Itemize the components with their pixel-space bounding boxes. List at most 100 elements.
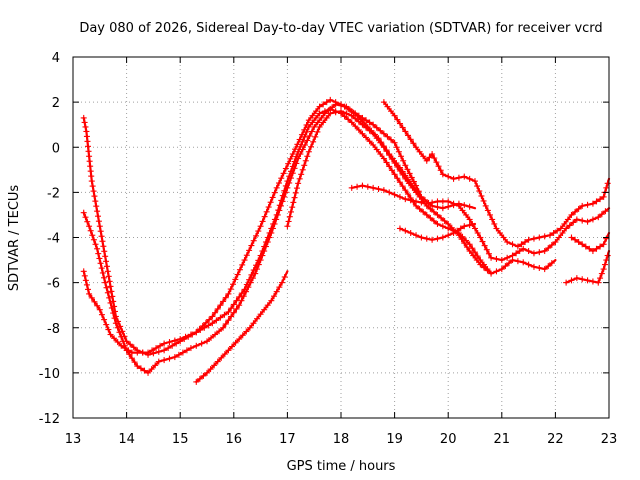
data-point (359, 182, 366, 189)
data-point (398, 153, 405, 160)
data-point (305, 117, 312, 124)
data-point (600, 266, 607, 273)
data-point (292, 146, 299, 153)
data-point (493, 268, 500, 275)
data-point (530, 235, 537, 242)
data-point (597, 275, 604, 282)
data-point (573, 216, 580, 223)
data-point (82, 123, 89, 130)
data-point (131, 359, 138, 366)
data-point (88, 294, 95, 301)
data-point (221, 351, 228, 358)
data-point (97, 228, 104, 235)
data-point (96, 306, 103, 313)
data-point (584, 218, 591, 225)
data-point (388, 108, 395, 115)
data-point (161, 340, 168, 347)
data-point (466, 248, 473, 255)
data-point (338, 102, 344, 109)
data-point (557, 225, 564, 232)
data-point (445, 220, 452, 227)
data-point (407, 197, 414, 204)
data-point (293, 153, 300, 160)
chart-title: Day 080 of 2026, Sidereal Day-to-day VTE… (79, 21, 602, 36)
data-point (366, 138, 373, 145)
data-point (318, 114, 325, 121)
data-point (228, 305, 235, 312)
y-tick-label: -4 (47, 232, 60, 247)
data-point (480, 264, 487, 271)
series-line (195, 270, 289, 383)
data-point (477, 261, 484, 268)
data-point (572, 208, 579, 215)
data-point (434, 235, 441, 242)
data-point (554, 227, 561, 234)
data-point (312, 133, 319, 140)
x-tick-label: 23 (601, 432, 618, 447)
data-point (255, 257, 262, 264)
data-point (99, 269, 106, 276)
data-point (429, 151, 436, 158)
data-point (394, 175, 401, 182)
data-point (434, 220, 441, 227)
data-point (253, 232, 260, 239)
data-point (386, 152, 393, 159)
data-point (82, 214, 89, 221)
data-point (257, 252, 264, 259)
data-point (348, 119, 355, 126)
data-point (150, 350, 157, 357)
series-track-1 (80, 96, 423, 358)
data-point (431, 155, 438, 162)
data-point (384, 103, 391, 110)
data-point (402, 187, 409, 194)
data-point (423, 157, 430, 164)
data-point (394, 163, 401, 170)
data-point (217, 314, 224, 321)
data-point (568, 211, 575, 218)
data-point (280, 170, 287, 177)
data-point (284, 178, 291, 185)
data-point (220, 324, 227, 331)
data-point (589, 248, 596, 255)
data-point (96, 223, 103, 230)
data-point (393, 144, 400, 151)
data-point (310, 138, 317, 145)
y-tick-label: -6 (47, 277, 60, 292)
data-point (293, 185, 300, 192)
axis-ticks: 13 14 15 16 17 18 19 20 21 22 23 -12 -10 -8 -6 -4 -2 0 2 4 (39, 51, 618, 447)
data-point (290, 199, 297, 206)
data-point (394, 116, 401, 123)
data-point (296, 175, 303, 182)
data-point (106, 294, 113, 301)
data-point (552, 239, 559, 246)
data-point (233, 305, 240, 312)
data-point (466, 241, 473, 248)
data-point (405, 180, 412, 187)
data-point (273, 288, 280, 295)
data-point (391, 160, 398, 167)
data-point (400, 157, 407, 164)
data-point (273, 184, 280, 191)
data-point (119, 328, 126, 335)
data-point (454, 227, 461, 234)
data-point (472, 249, 478, 256)
data-point (469, 245, 476, 252)
data-point (545, 263, 552, 270)
data-point (80, 209, 87, 216)
data-point (90, 236, 97, 243)
data-point (295, 180, 302, 187)
data-point (603, 257, 610, 264)
data-point (589, 278, 596, 285)
y-tick-label: -12 (39, 412, 60, 427)
data-point (377, 151, 384, 158)
data-point (248, 242, 255, 249)
data-point (198, 340, 205, 347)
data-point (118, 333, 125, 340)
data-point (161, 347, 168, 354)
data-point (408, 174, 415, 181)
data-point (209, 320, 216, 327)
data-point (282, 165, 289, 172)
data-point (597, 196, 604, 203)
data-point (271, 189, 278, 196)
